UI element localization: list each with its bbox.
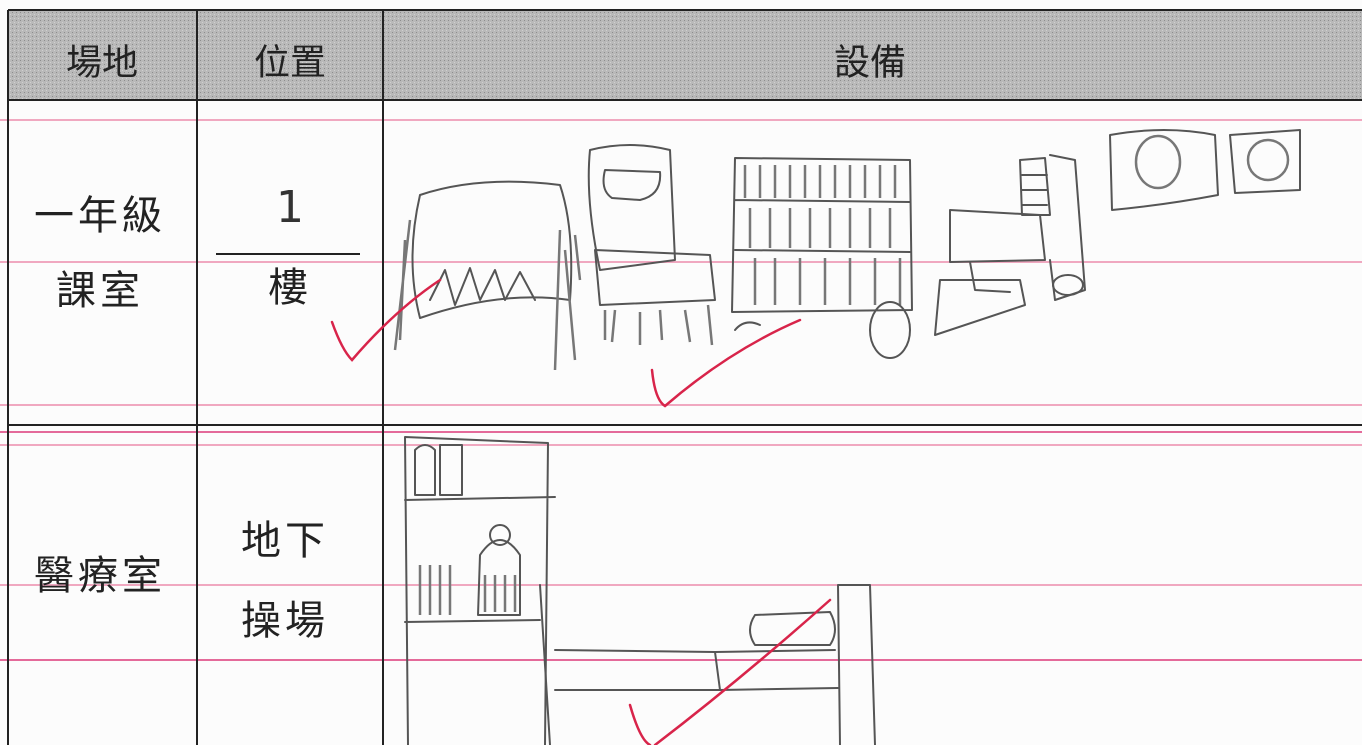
position-text: 樓 (268, 265, 312, 310)
sketch-chair (587, 144, 716, 346)
place-text: 課室 (56, 268, 144, 313)
header-background (8, 10, 1362, 100)
position-text: 操場 (241, 598, 329, 643)
header-cell: 位置 (254, 42, 326, 82)
header-cell: 場地 (66, 42, 138, 82)
position-text: 地下 (241, 518, 329, 563)
place-text: 一年級 (34, 193, 166, 238)
floor-number: 1 (276, 182, 304, 233)
check-mark (330, 278, 442, 362)
ruled-lines (0, 119, 1362, 661)
sketch-shelf (731, 157, 913, 359)
table-grid (7, 9, 1362, 745)
place-text: 醫療室 (34, 553, 166, 598)
header-cell: 設備 (834, 42, 906, 82)
check-mark (650, 318, 802, 408)
sketch-desk (393, 180, 582, 371)
sketch-bed (539, 584, 876, 745)
sketch-cabinet (404, 436, 556, 745)
sketch-computer (934, 129, 1301, 336)
check-mark (628, 598, 832, 745)
